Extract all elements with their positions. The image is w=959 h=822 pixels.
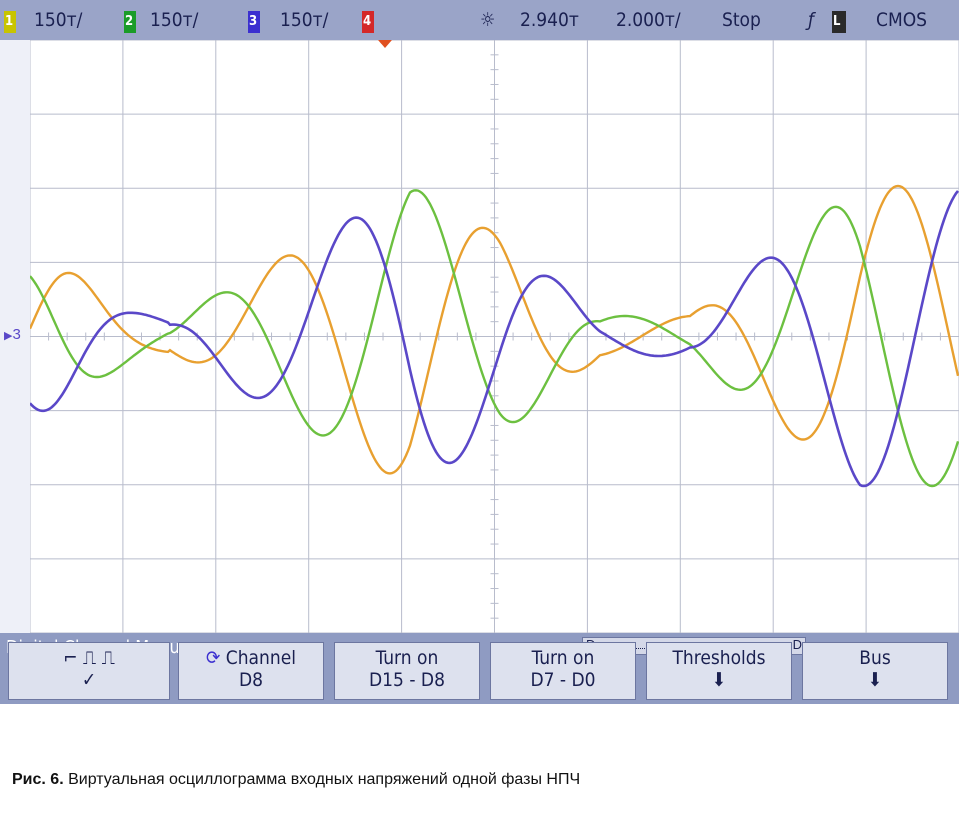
- softkey-display-mode[interactable]: ⌐ ⎍ ⎍ ✓: [8, 642, 170, 700]
- sun-icon: ☼: [480, 9, 496, 31]
- trace-orange: [30, 184, 959, 475]
- thresholds-label: Thresholds: [672, 647, 766, 669]
- turn-on-range: D7 - D0: [530, 669, 596, 691]
- logic-threshold: CMOS: [876, 9, 927, 31]
- checkmark-icon: ✓: [81, 669, 97, 691]
- softkey-channel[interactable]: ⟳ Channel D8: [178, 642, 324, 700]
- bus-label: Bus: [859, 647, 891, 669]
- channel-3-scale: 150т/: [280, 9, 329, 31]
- down-arrow-icon: ⬇: [867, 669, 883, 691]
- softkey-turn-on-d15-d8[interactable]: Turn on D15 - D8: [334, 642, 480, 700]
- softkey-turn-on-d7-d0[interactable]: Turn on D7 - D0: [490, 642, 636, 700]
- trace-blue: [30, 190, 959, 488]
- channel-3-ground-marker: ▶3: [4, 326, 21, 343]
- display-mode-icons: ⌐ ⎍ ⎍: [63, 647, 115, 669]
- softkey-menu: Digital Channel Menu D D ⌐ ⎍ ⎍ ✓ ⟳ Chann…: [0, 633, 959, 704]
- channel-2-scale: 150т/: [150, 9, 199, 31]
- channel-4-badge[interactable]: 4: [362, 11, 374, 33]
- waveform-plot: [30, 40, 959, 633]
- run-state: Stop: [722, 9, 761, 31]
- time-delay: 2.940т: [520, 9, 579, 31]
- oscilloscope-screen: 1 150т/ 2 150т/ 3 150т/ 4 ☼ 2.940т 2.000…: [0, 0, 959, 704]
- turn-on-label: Turn on: [375, 647, 439, 669]
- trace-green: [30, 189, 959, 488]
- figure-label: Рис. 6.: [12, 771, 64, 788]
- scroll-right-label: D: [792, 637, 802, 652]
- status-bar: 1 150т/ 2 150т/ 3 150т/ 4 ☼ 2.940т 2.000…: [0, 0, 959, 40]
- knob-icon: ⟳: [206, 647, 221, 669]
- figure-caption-text: Виртуальная осциллограмма входных напряж…: [63, 771, 581, 788]
- channel-1-badge[interactable]: 1: [4, 11, 16, 33]
- graticule-grid: [30, 40, 959, 633]
- trigger-channel-badge: L: [832, 11, 846, 33]
- channel-1-scale: 150т/: [34, 9, 83, 31]
- trigger-edge-icon: ƒ: [808, 9, 815, 31]
- turn-on-label: Turn on: [531, 647, 595, 669]
- softkey-bus[interactable]: Bus ⬇: [802, 642, 948, 700]
- figure-caption: Рис. 6. Виртуальная осциллограмма входны…: [12, 771, 580, 789]
- channel-2-badge[interactable]: 2: [124, 11, 136, 33]
- waveform-graticule: [30, 40, 959, 633]
- time-scale: 2.000т/: [616, 9, 681, 31]
- trigger-position-marker: [378, 40, 392, 48]
- turn-on-range: D15 - D8: [369, 669, 445, 691]
- softkey-thresholds[interactable]: Thresholds ⬇: [646, 642, 792, 700]
- channel-label: ⟳ Channel: [206, 647, 296, 669]
- channel-value: D8: [238, 669, 264, 691]
- down-arrow-icon: ⬇: [711, 669, 727, 691]
- channel-3-badge[interactable]: 3: [248, 11, 260, 33]
